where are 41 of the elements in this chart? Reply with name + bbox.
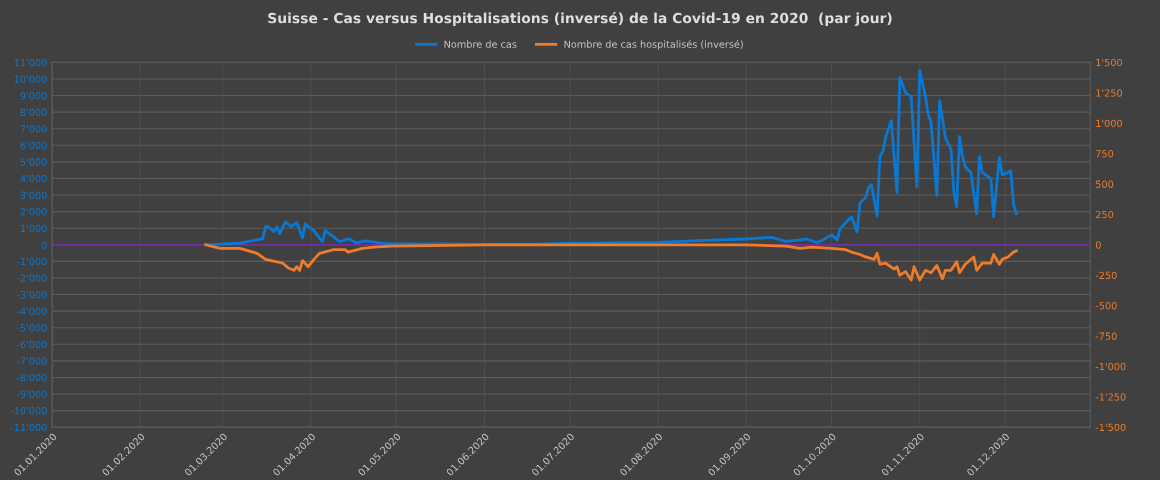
y2-tick-label: 1'250: [1096, 89, 1123, 97]
y-tick-label: -6'000: [16, 340, 47, 349]
y-tick-label: -3'000: [16, 291, 47, 299]
y-tick-label: 1'000: [20, 224, 47, 233]
line-series: [204, 69, 1018, 247]
y-tick-label: -4'000: [16, 307, 47, 315]
y-tick-label: -1'000: [16, 257, 47, 266]
y-tick-label: -7'000: [16, 357, 47, 365]
y2-tick-label: -1'000: [1095, 362, 1126, 371]
y-tick-label: 6'000: [20, 141, 47, 150]
y2-tick-label: 750: [1096, 150, 1114, 158]
y-tick-label: -5'000: [16, 324, 47, 332]
y2-tick-label: -250: [1095, 271, 1117, 280]
y-tick-label: -11'000: [10, 423, 47, 432]
y2-tick-label: 500: [1096, 180, 1114, 188]
y-tick-label: 9'000: [20, 92, 47, 100]
y-tick-label: -9'000: [16, 390, 47, 398]
y2-tick-label: 1'000: [1096, 119, 1123, 128]
legend-label: Nombre de cas: [444, 40, 517, 48]
y-tick-label: 7'000: [20, 125, 47, 133]
chart-title: Suisse - Cas versus Hospitalisations (inversé) de la Covid-19 en 2020 (par jour): [268, 12, 892, 27]
y2-tick-label: -500: [1095, 302, 1117, 310]
y2-tick-label: -1'250: [1095, 393, 1126, 401]
y-tick-label: 10'000: [14, 75, 47, 83]
y-tick-label: 0: [41, 241, 47, 249]
legend-label: Nombre de cas hospitalisés (inversé): [564, 39, 743, 50]
y-tick-label: 5'000: [20, 158, 47, 166]
y2-tick-label: 1'500: [1096, 58, 1123, 67]
line-series: [204, 243, 1018, 282]
y-tick-label: 8'000: [20, 108, 47, 116]
y2-tick-label: -1'500: [1095, 423, 1126, 432]
y-tick-label: 4'000: [20, 174, 47, 183]
y-tick-label: 2'000: [20, 208, 47, 216]
y-tick-label: -2'000: [16, 274, 47, 282]
y2-tick-label: 250: [1095, 210, 1114, 219]
y2-tick-label: -750: [1095, 332, 1117, 340]
y-tick-label: -8'000: [16, 373, 47, 382]
y-tick-label: 11'000: [14, 58, 47, 67]
y2-tick-label: 0: [1095, 241, 1101, 249]
y-tick-label: -10'000: [10, 407, 47, 415]
y-tick-label: 3'000: [20, 191, 47, 199]
